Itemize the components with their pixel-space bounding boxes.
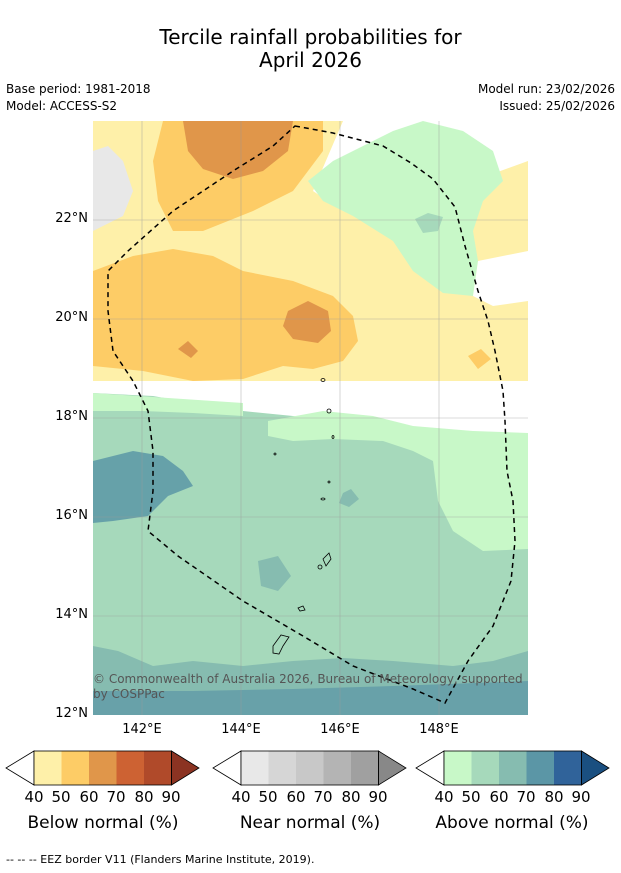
above-50-region [93,393,528,715]
near-swatch-50 [268,751,296,785]
model-run: Model run: 23/02/2026 [477,82,615,96]
colorbar-above [415,750,610,786]
near-normal-label: Near normal (%) [239,813,381,833]
below-tick-90: 90 [161,788,181,806]
below-tick-70: 70 [106,788,126,806]
base-period: Base period: 1981-2018 [6,82,151,96]
below-swatch-80 [144,751,172,785]
below-50-right [468,349,491,369]
above-60-small-1 [339,489,359,507]
near-tick-40: 40 [231,788,251,806]
lat-label-18: 18°N [55,409,88,424]
model-name: Model: ACCESS-S2 [6,99,118,113]
near-tick-90: 90 [368,788,388,806]
below-60-north [183,121,293,179]
lon-label-148: 148°E [419,722,459,737]
below-50-region [93,249,358,381]
map-title: Tercile rainfall probabilities for April… [0,26,621,72]
eez-border [107,125,516,704]
below-normal-label: Below normal (%) [27,813,179,833]
graticule [93,121,528,715]
title-line-2: April 2026 [259,48,362,72]
above-swatch-60 [499,751,527,785]
lat-label-22: 22°N [55,211,88,226]
above-50-small-patch [415,213,443,233]
above-60-small-2 [258,556,291,591]
above-swatch-80 [554,751,582,785]
above-tick-60: 60 [489,788,509,806]
above-40-patch-north [308,121,503,296]
near-normal-patch [93,146,133,231]
above-swatch-40 [444,751,472,785]
below-60-center [283,301,331,343]
issued-date: Issued: 25/02/2026 [499,99,615,113]
below-tick-40: 40 [24,788,44,806]
near-swatch-40 [241,751,269,785]
near-tick-80: 80 [341,788,361,806]
lat-label-14: 14°N [55,607,88,622]
above-swatch-50 [471,751,499,785]
colorbar-below [5,750,200,786]
meta-right: Model run: 23/02/2026 Issued: 25/02/2026 [478,81,615,115]
lon-label-142: 142°E [122,722,162,737]
above-70-south [93,681,528,715]
lat-label-12: 12°N [55,706,88,721]
above-swatch-70 [526,751,554,785]
lat-label-16: 16°N [55,508,88,523]
title-line-1: Tercile rainfall probabilities for [159,25,462,49]
above-tick-70: 70 [516,788,536,806]
near-swatch-80 [351,751,379,785]
above-tick-90: 90 [571,788,591,806]
colorbar-near [212,750,407,786]
below-swatch-70 [116,751,144,785]
rainfall-map [93,121,528,715]
above-normal-label: Above normal (%) [435,813,589,833]
below-60-left [178,341,198,358]
above-tick-40: 40 [434,788,454,806]
lon-label-144: 144°E [221,722,261,737]
map-copyright: © Commonwealth of Australia 2026, Bureau… [93,672,523,701]
lon-label-146: 146°E [320,722,360,737]
above-40-band-south [93,393,243,416]
below-tick-80: 80 [134,788,154,806]
above-tick-50: 50 [461,788,481,806]
near-swatch-60 [296,751,324,785]
near-tick-60: 60 [286,788,306,806]
below-tick-50: 50 [51,788,71,806]
below-swatch-40 [34,751,62,785]
near-tick-70: 70 [313,788,333,806]
islands [272,378,335,655]
above-60-west [93,451,193,523]
near-swatch-70 [323,751,351,785]
below-tick-60: 60 [79,788,99,806]
above-tick-80: 80 [544,788,564,806]
meta-left: Base period: 1981-2018 Model: ACCESS-S2 [6,81,151,115]
below-swatch-60 [89,751,117,785]
near-tick-50: 50 [258,788,278,806]
lat-label-20: 20°N [55,310,88,325]
eez-footnote: -- -- -- EEZ border V11 (Flanders Marine… [6,853,315,866]
below-swatch-50 [61,751,89,785]
above-40-band-east [268,411,528,551]
